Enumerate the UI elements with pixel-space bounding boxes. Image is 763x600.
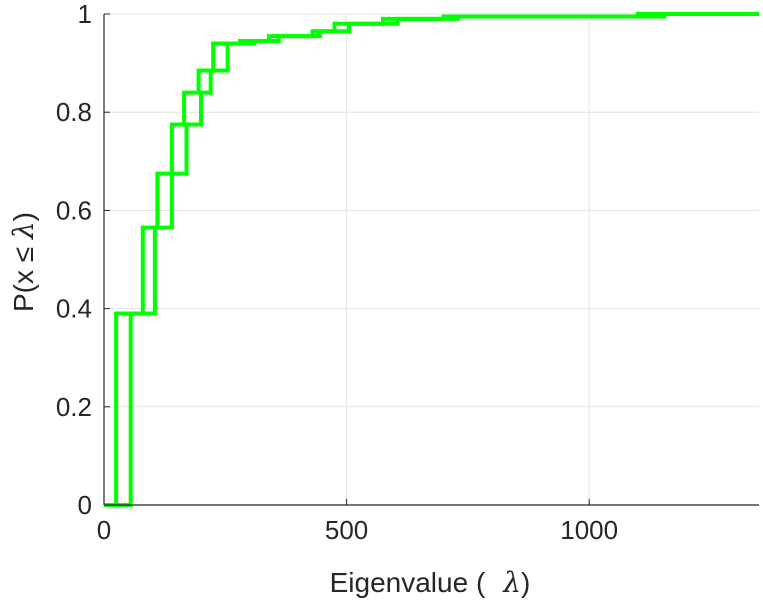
leq-symbol: ≤ (8, 247, 39, 262)
y-axis-label: P(x ≤ λ) (7, 212, 40, 312)
y-tick-label: 0.6 (56, 195, 92, 225)
x-tick-label: 500 (325, 515, 368, 545)
y-axis-label-text: P(x (8, 262, 39, 312)
axes (103, 13, 759, 506)
lambda-symbol: λ (502, 566, 521, 599)
lambda-symbol: λ (7, 221, 40, 240)
y-tick-label: 0.2 (56, 392, 92, 422)
x-axis-label-text: Eigenvalue ( (330, 567, 486, 598)
x-tick-label: 0 (97, 515, 111, 545)
y-tick-label: 1 (78, 0, 92, 29)
y-axis-label-close: ) (8, 212, 39, 221)
x-axis-label-close: ) (521, 567, 530, 598)
y-tick-label: 0.4 (56, 294, 92, 324)
y-axis-label-space (8, 239, 39, 247)
x-tick-label: 1000 (560, 515, 618, 545)
cdf-step-line (104, 12, 759, 507)
y-tick-label: 0 (78, 490, 92, 520)
tick-labels: 0 500 1000 0 0.2 0.4 0.6 0.8 1 (56, 0, 618, 545)
grid-lines (103, 13, 759, 506)
x-axis-label: Eigenvalue ( λ) (330, 566, 531, 599)
y-tick-label: 0.8 (56, 97, 92, 127)
series-layer (104, 12, 759, 507)
cdf-step-line (104, 12, 759, 507)
